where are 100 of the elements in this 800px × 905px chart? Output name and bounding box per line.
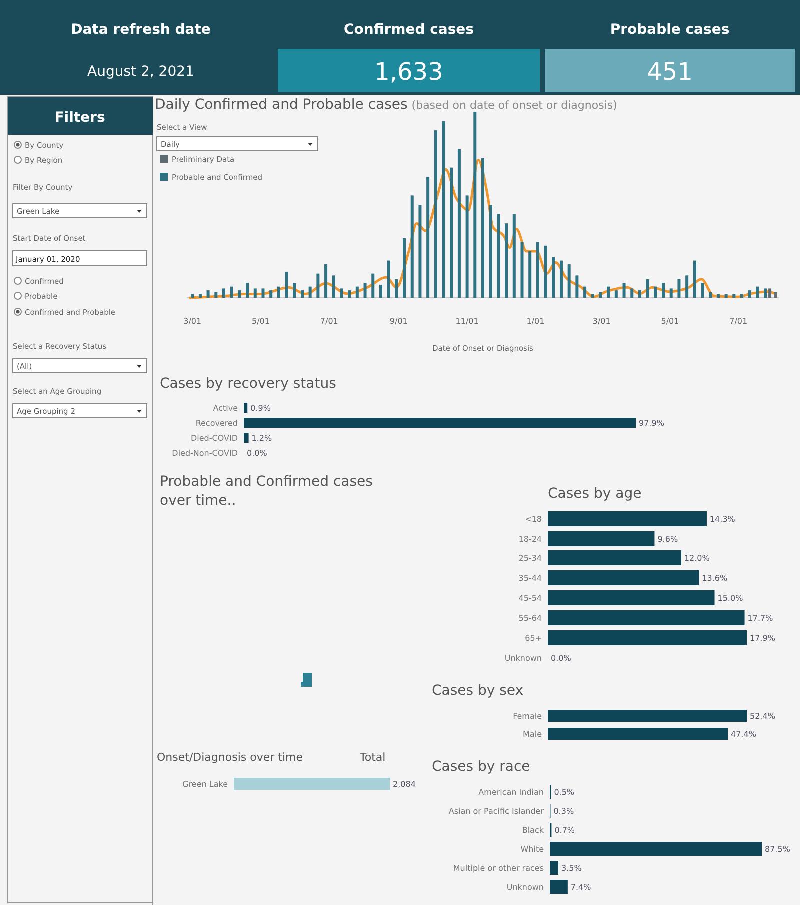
data-label: 12.0%: [684, 554, 710, 563]
bar: [740, 294, 744, 298]
bar: [724, 294, 728, 298]
bar: [548, 610, 745, 626]
data-label: 0.7%: [554, 826, 576, 835]
y-tick-label: Died-Non-COVID: [172, 449, 238, 458]
y-tick-label: Unknown: [504, 654, 542, 663]
bar: [222, 288, 226, 298]
data-label: 0.3%: [554, 807, 574, 816]
bar: [560, 260, 563, 298]
bar: [716, 294, 720, 298]
bar: [686, 276, 689, 298]
bar: [701, 283, 704, 298]
annotation: Total: [359, 751, 386, 764]
data-label: 0.0%: [551, 654, 572, 663]
bar: [270, 290, 273, 298]
bar: [591, 294, 594, 298]
bar: [324, 264, 328, 298]
x-tick-label: 3/01: [592, 317, 611, 326]
bar: [576, 276, 579, 298]
bar: [254, 288, 257, 298]
bar: [458, 149, 461, 298]
x-tick-label: 1/01: [526, 317, 545, 326]
bar: [512, 214, 516, 298]
data-label: 9.6%: [658, 535, 678, 544]
bar: [584, 286, 587, 298]
y-tick-label: 18-24: [518, 535, 542, 544]
chart-title: Cases by sex: [432, 683, 524, 699]
bar: [482, 158, 484, 298]
data-label: 47.4%: [731, 730, 757, 739]
bar: [364, 283, 367, 298]
y-tick-label: Asian or Pacific Islander: [448, 807, 545, 816]
bar: [662, 283, 666, 298]
data-label: 2,084: [393, 780, 416, 789]
y-tick-label: White: [520, 845, 544, 854]
y-tick-label: Black: [522, 826, 544, 835]
bar: [548, 590, 715, 606]
y-tick-label: Male: [523, 730, 542, 739]
bar: [434, 130, 438, 298]
bar: [550, 842, 762, 856]
bar: [426, 177, 430, 298]
bar: [768, 288, 772, 298]
bar: [693, 260, 696, 298]
bar: [548, 630, 747, 646]
data-label: 0.9%: [250, 404, 272, 413]
text: Data refresh date: [71, 22, 211, 38]
bar: [552, 257, 556, 298]
y-tick-label: American Indian: [478, 788, 544, 797]
data-label: 87.5%: [765, 845, 791, 854]
y-tick-label: 35-44: [518, 574, 542, 583]
bar: [466, 196, 469, 298]
bar: [638, 290, 642, 298]
bar: [489, 205, 492, 298]
bar: [340, 288, 344, 298]
y-tick-label: 25-34: [518, 554, 542, 563]
bar: [300, 290, 304, 298]
bar: [505, 224, 508, 298]
bar: [654, 286, 658, 298]
bar: [293, 283, 296, 298]
bar: [568, 264, 571, 298]
bar: [372, 274, 375, 298]
bar: [548, 512, 707, 526]
bar: [709, 292, 712, 298]
data-label: 13.6%: [702, 574, 728, 583]
bar: [630, 288, 634, 298]
data-label: 1.2%: [252, 434, 273, 443]
bar: [528, 252, 532, 298]
bar: [198, 294, 202, 298]
bar: [520, 242, 524, 298]
bar: [599, 292, 602, 298]
bar: [238, 290, 242, 298]
y-tick-label: Green Lake: [182, 780, 228, 789]
bar: [442, 121, 446, 298]
text: 1,633: [374, 58, 444, 86]
bar: [646, 279, 650, 298]
bar: [387, 260, 390, 298]
bar: [308, 286, 312, 298]
x-tick-label: 5/01: [252, 317, 270, 326]
bar: [774, 292, 778, 298]
bar: [379, 284, 382, 298]
y-tick-label: Recovered: [196, 419, 238, 428]
text: August 2, 2021: [88, 64, 194, 80]
x-tick-label: 7/01: [730, 317, 748, 326]
chart-title: Cases by recovery status: [160, 376, 336, 392]
bar: [678, 279, 681, 298]
bar: [544, 246, 548, 298]
y-tick-label: 55-64: [518, 614, 542, 623]
chart-title: Cases by age: [548, 486, 642, 502]
bar: [332, 276, 336, 298]
bar: [607, 286, 610, 298]
y-tick-label: Multiple or other races: [453, 864, 544, 873]
text: Probable cases: [610, 22, 730, 38]
bar: [206, 290, 210, 298]
x-tick-label: 3/01: [184, 317, 202, 326]
data-label: 0.0%: [247, 449, 268, 458]
data-label: 7.4%: [570, 883, 592, 892]
x-tick-label: 7/01: [320, 317, 338, 326]
bar: [732, 294, 736, 298]
bar: [348, 290, 352, 298]
bar: [214, 292, 218, 298]
